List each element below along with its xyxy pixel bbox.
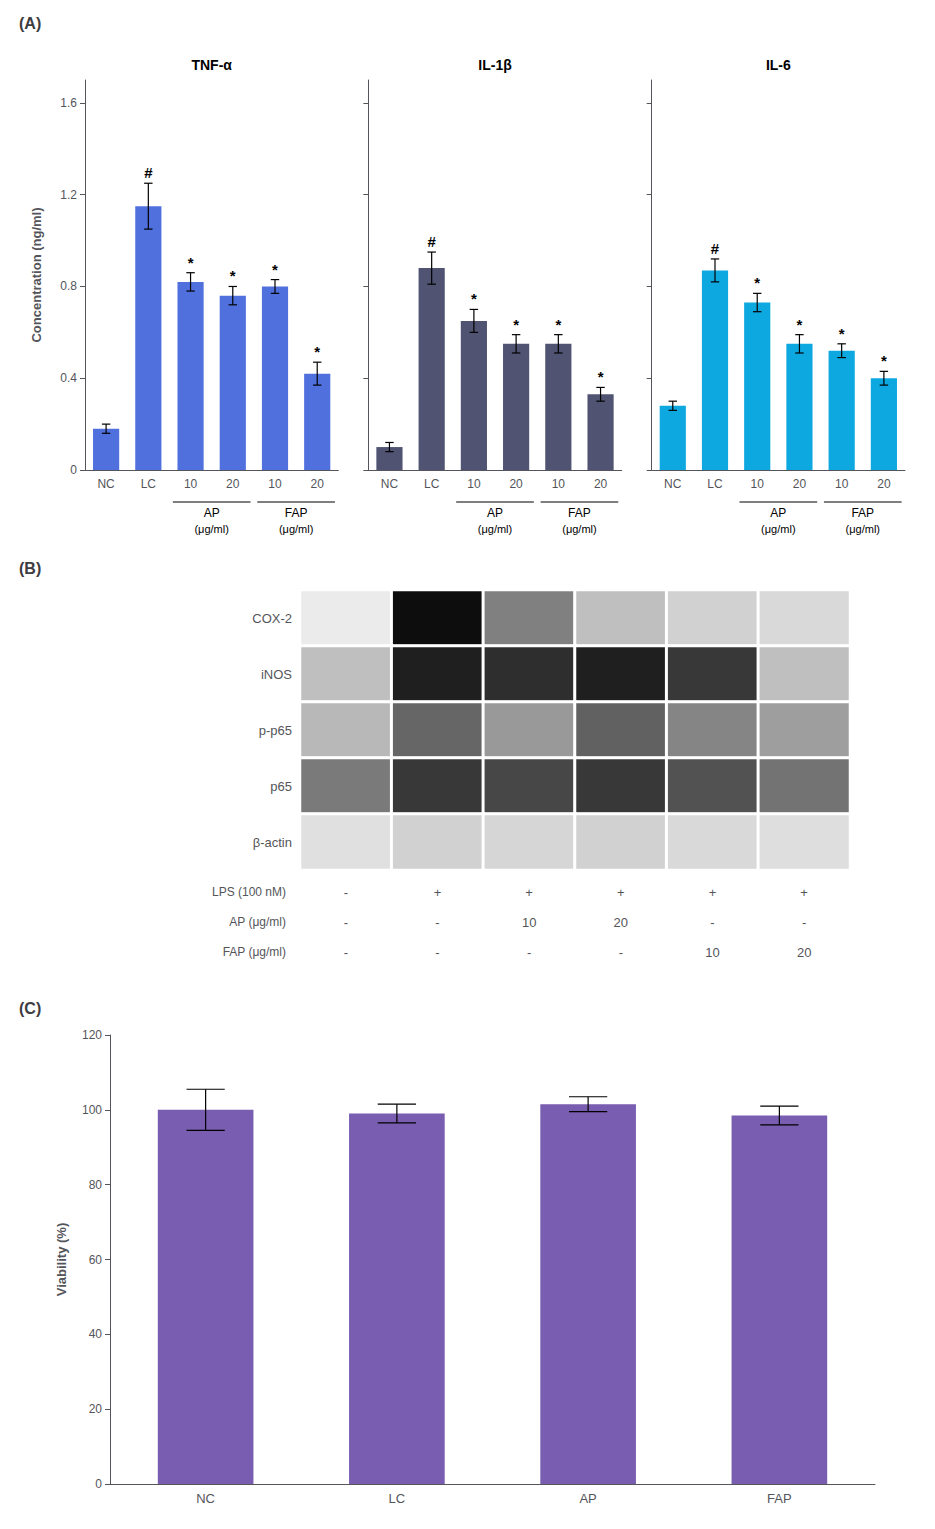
svg-text:0: 0 [70,463,77,477]
svg-text:AP: AP [770,506,786,520]
svg-text:100: 100 [82,1103,102,1117]
svg-text:iNOS: iNOS [261,667,292,682]
svg-text:(μg/ml): (μg/ml) [846,523,880,535]
svg-text:*: * [881,352,887,369]
svg-text:*: * [555,316,561,333]
svg-text:+: + [434,885,442,900]
svg-text:*: * [513,316,519,333]
svg-text:40: 40 [89,1327,103,1341]
svg-text:+: + [800,885,808,900]
svg-text:10: 10 [467,477,481,491]
svg-text:20: 20 [226,477,240,491]
svg-text:(μg/ml): (μg/ml) [761,523,795,535]
svg-text:FAP: FAP [767,1491,792,1506]
svg-text:*: * [754,274,760,291]
svg-text:LC: LC [424,477,440,491]
svg-text:p65: p65 [270,779,292,794]
svg-text:LC: LC [389,1491,406,1506]
svg-text:AP: AP [579,1491,596,1506]
svg-text:-: - [344,945,348,960]
svg-text:IL-1β: IL-1β [478,57,512,73]
svg-text:(μg/ml): (μg/ml) [194,523,228,535]
svg-text:*: * [230,267,236,284]
svg-text:NC: NC [196,1491,215,1506]
svg-text:#: # [144,164,153,181]
svg-text:1.2: 1.2 [60,188,77,202]
svg-text:(C): (C) [19,1000,41,1017]
svg-text:0: 0 [95,1477,102,1491]
svg-text:p-p65: p-p65 [259,723,292,738]
svg-text:Viability (%): Viability (%) [54,1223,69,1296]
svg-text:AP: AP [487,506,503,520]
svg-text:#: # [427,233,436,250]
svg-text:1.6: 1.6 [60,96,77,110]
svg-text:-: - [435,915,439,930]
svg-text:#: # [711,240,720,257]
svg-text:FAP (μg/ml): FAP (μg/ml) [223,945,286,959]
svg-text:0.8: 0.8 [60,279,77,293]
svg-text:FAP: FAP [851,506,874,520]
svg-text:LC: LC [707,477,723,491]
svg-text:COX-2: COX-2 [252,611,292,626]
svg-text:*: * [188,254,194,271]
svg-text:-: - [619,945,623,960]
svg-text:-: - [435,945,439,960]
svg-text:20: 20 [89,1402,103,1416]
svg-text:(μg/ml): (μg/ml) [478,523,512,535]
svg-text:β-actin: β-actin [253,835,292,850]
svg-text:10: 10 [751,477,765,491]
svg-text:NC: NC [97,477,115,491]
svg-text:*: * [471,290,477,307]
svg-text:Concentration (ng/ml): Concentration (ng/ml) [29,207,44,342]
svg-text:10: 10 [552,477,566,491]
svg-text:20: 20 [594,477,608,491]
svg-text:10: 10 [522,915,536,930]
svg-text:10: 10 [705,945,719,960]
svg-text:LC: LC [141,477,157,491]
svg-text:60: 60 [89,1253,103,1267]
svg-text:(B): (B) [19,560,41,577]
svg-text:20: 20 [509,477,523,491]
svg-text:20: 20 [797,945,811,960]
svg-text:FAP: FAP [285,506,308,520]
svg-text:NC: NC [381,477,399,491]
svg-text:LPS (100 nM): LPS (100 nM) [212,885,286,899]
svg-text:-: - [802,915,806,930]
svg-text:0.4: 0.4 [60,371,77,385]
svg-text:*: * [797,316,803,333]
svg-text:NC: NC [664,477,682,491]
svg-text:IL-6: IL-6 [766,57,791,73]
svg-text:20: 20 [614,915,628,930]
svg-text:10: 10 [184,477,198,491]
svg-text:120: 120 [82,1028,102,1042]
svg-text:(μg/ml): (μg/ml) [562,523,596,535]
svg-text:+: + [525,885,533,900]
svg-text:AP: AP [204,506,220,520]
svg-text:FAP: FAP [568,506,591,520]
svg-text:10: 10 [268,477,282,491]
svg-text:+: + [709,885,717,900]
svg-text:-: - [710,915,714,930]
svg-text:*: * [839,325,845,342]
svg-text:TNF-α: TNF-α [191,57,232,73]
svg-text:AP (μg/ml): AP (μg/ml) [229,915,286,929]
svg-text:20: 20 [793,477,807,491]
svg-text:+: + [617,885,625,900]
svg-text:-: - [344,915,348,930]
svg-text:20: 20 [877,477,891,491]
svg-text:(μg/ml): (μg/ml) [279,523,313,535]
svg-text:*: * [598,368,604,385]
svg-text:80: 80 [89,1178,103,1192]
svg-text:-: - [344,885,348,900]
svg-text:(A): (A) [19,15,41,32]
svg-text:20: 20 [311,477,325,491]
svg-text:10: 10 [835,477,849,491]
svg-text:-: - [527,945,531,960]
svg-text:*: * [272,261,278,278]
svg-text:*: * [314,343,320,360]
